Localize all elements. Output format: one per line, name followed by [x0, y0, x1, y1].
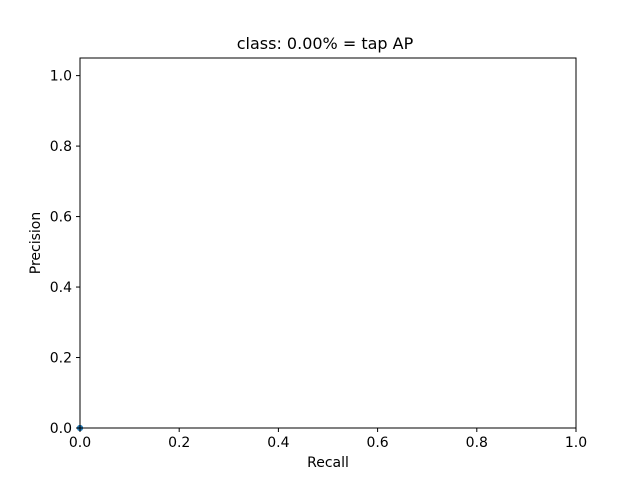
axes-frame [79, 57, 577, 429]
x-tick-label: 0.8 [466, 435, 488, 451]
x-axis-label: Recall [307, 455, 349, 471]
y-tick-label: 0.6 [50, 210, 72, 226]
y-tick-label: 0.0 [50, 421, 72, 437]
x-tick-label: 1.0 [565, 435, 587, 451]
y-axis-ticks: 0.0 0.2 0.4 0.6 0.8 1.0 [50, 69, 80, 437]
x-axis-ticks: 0.0 0.2 0.4 0.6 0.8 1.0 [69, 428, 587, 451]
x-tick-label: 0.4 [267, 435, 289, 451]
y-axis-label: Precision [28, 212, 44, 274]
chart-title: class: 0.00% = tap AP [237, 34, 414, 53]
y-tick-label: 1.0 [50, 69, 72, 85]
y-tick-label: 0.2 [50, 351, 72, 367]
x-tick-label: 0.6 [366, 435, 388, 451]
x-tick-label: 0.2 [168, 435, 190, 451]
y-tick-label: 0.8 [50, 139, 72, 155]
x-tick-label: 0.0 [69, 435, 91, 451]
y-tick-label: 0.4 [50, 280, 72, 296]
